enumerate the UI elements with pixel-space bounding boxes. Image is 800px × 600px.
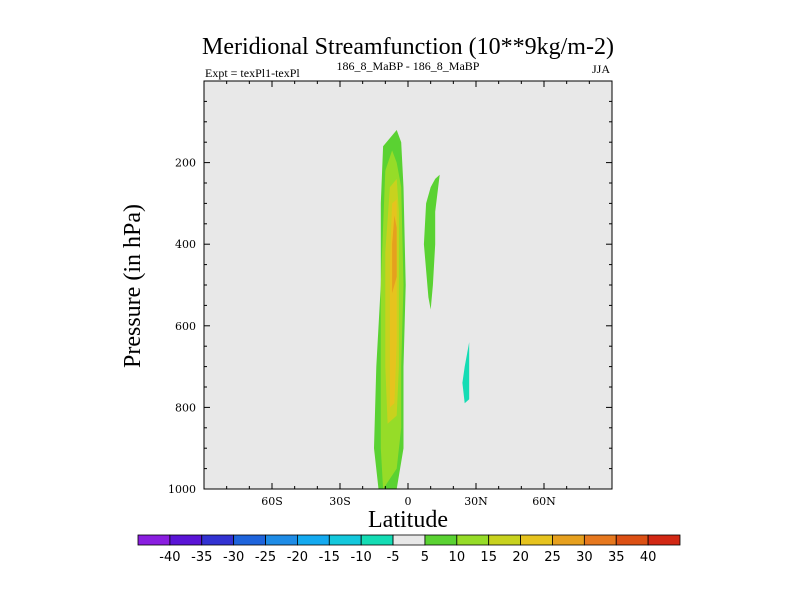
subtitle-left: Expt = texPl1-texPl [205, 66, 300, 80]
subtitle-right: JJA [592, 62, 610, 76]
colorbar-label: 20 [512, 550, 529, 565]
colorbar-swatch [647, 534, 681, 546]
y-tick-label: 800 [175, 401, 196, 414]
colorbar-swatch [265, 534, 298, 546]
colorbar-swatch [169, 534, 203, 546]
colorbar-label: -25 [255, 550, 276, 565]
colorbar-swatch [137, 534, 171, 546]
colorbar-swatch [233, 534, 266, 546]
colorbar-swatch [424, 534, 458, 546]
colorbar-swatch [360, 534, 394, 546]
colorbar-label: 40 [640, 550, 657, 565]
colorbar-swatch [392, 534, 426, 546]
colorbar-label: -5 [387, 550, 400, 565]
colorbar-label: 35 [608, 550, 625, 565]
contour-region-6 [392, 215, 397, 294]
colorbar-swatch [328, 534, 362, 546]
contour-region-2 [462, 342, 470, 404]
x-tick-label: 30N [464, 495, 488, 508]
colorbar-label: -40 [159, 550, 180, 565]
colorbar-label: -30 [223, 550, 244, 565]
contour-layer [374, 130, 470, 489]
colorbar-label: 10 [449, 550, 466, 565]
colorbar-swatch [615, 534, 649, 546]
x-tick-label: 30S [329, 495, 351, 508]
colorbar-swatch [456, 534, 490, 546]
plot-area [204, 81, 612, 489]
colorbar-swatch [488, 534, 521, 546]
colorbar-label: -35 [191, 550, 212, 565]
colorbar-label: -15 [319, 550, 340, 565]
colorbar-label: -10 [351, 550, 372, 565]
colorbar-label: -20 [287, 550, 308, 565]
contour-region-1 [423, 174, 440, 310]
colorbar-swatch [552, 534, 585, 546]
colorbar-swatch [520, 534, 553, 546]
subtitle-center: 186_8_MaBP - 186_8_MaBP [337, 59, 480, 73]
y-tick-label: 1000 [168, 483, 196, 496]
y-tick-label: 200 [175, 157, 196, 170]
x-tick-label: 0 [405, 495, 412, 508]
colorbar-swatch [201, 534, 235, 546]
x-axis-ticks: 60S 30S 0 30N 60N [226, 81, 590, 508]
colorbar-swatch [297, 534, 330, 546]
colorbar-label: 25 [544, 550, 561, 565]
colorbar-label: 5 [421, 550, 429, 565]
y-tick-label: 400 [175, 238, 196, 251]
colorbar-swatch [583, 534, 617, 546]
colorbar: -40 -35 -30 -25 -20 -15 -10 -5 5 10 15 20 25 30 35 40 [137, 534, 681, 565]
x-tick-label: 60S [261, 495, 283, 508]
x-axis-label: Latitude [368, 507, 448, 533]
y-axis-label: Pressure (in hPa) [120, 204, 146, 368]
colorbar-label: 15 [480, 550, 497, 565]
y-tick-label: 600 [175, 320, 196, 333]
y-axis-ticks: 200 400 600 800 1000 [168, 100, 612, 496]
x-tick-label: 60N [532, 495, 556, 508]
colorbar-label: 30 [576, 550, 593, 565]
chart-title: Meridional Streamfunction (10**9kg/m-2) [202, 34, 614, 60]
